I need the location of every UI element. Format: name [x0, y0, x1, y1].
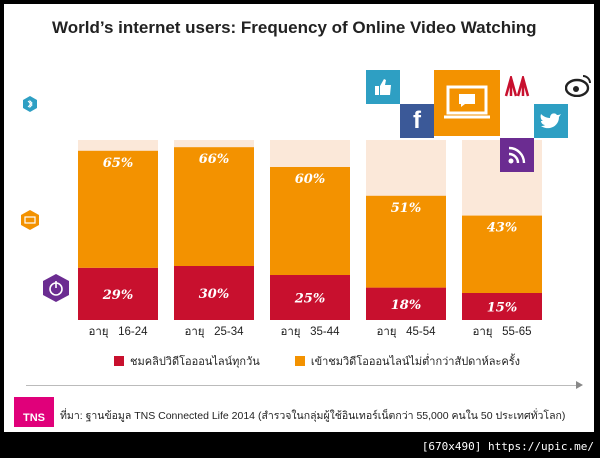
- bar-value-label: 25%: [294, 292, 325, 307]
- bar-value-label: 43%: [487, 221, 517, 236]
- category-label: อายุ 55-65: [472, 326, 531, 338]
- source-note: ที่มา: ฐานข้อมูล TNS Connected Life 2014…: [60, 410, 566, 422]
- monitor-icon: [20, 210, 40, 230]
- legend-label-daily: ชมคลิปวิดีโอออนไลน์ทุกวัน: [130, 356, 260, 368]
- bar-daily-segment: [270, 275, 350, 320]
- legend-item-weekly: เข้าชมวิดีโอออนไลน์ไม่ต่ำกว่าสัปดาห์ละคร…: [294, 352, 521, 370]
- upload-watermark: [670x490] https://upic.me/: [421, 440, 594, 453]
- legend-swatch-daily: [114, 356, 124, 366]
- image-frame: World’s internet users: Frequency of Onl…: [4, 4, 594, 432]
- legend-swatch-weekly: [294, 356, 305, 366]
- divider-arrowhead: [576, 381, 583, 389]
- category-label: อายุ 16-24: [88, 326, 148, 338]
- rss-icon: [500, 138, 534, 172]
- bar-value-label: 15%: [487, 301, 517, 316]
- bar-value-label: 66%: [199, 152, 229, 167]
- bar-daily-segment: [462, 293, 542, 320]
- bar-value-label: 18%: [391, 298, 421, 313]
- chart-title: World’s internet users: Frequency of Onl…: [52, 18, 537, 37]
- bar-weekly-segment: [174, 147, 254, 266]
- timeline-divider: [26, 385, 578, 386]
- bar-value-label: 60%: [295, 172, 325, 187]
- bar-daily-segment: [78, 267, 158, 320]
- chart-legend: ชมคลิปวิดีโอออนไลน์ทุกวัน เข้าชมวิดีโอออ…: [114, 352, 552, 370]
- category-label: อายุ 45-54: [376, 326, 436, 338]
- network-logo-icon: [500, 70, 534, 104]
- chart-panel: World’s internet users: Frequency of Onl…: [4, 4, 594, 432]
- power-icon: [42, 274, 70, 302]
- bar-value-label: 51%: [391, 201, 421, 216]
- bar-value-label: 29%: [102, 288, 133, 303]
- bar-weekly-segment: [462, 215, 542, 293]
- stacked-bar-chart: 29% 65% อายุ 16-24 30% 66% อายุ 25-34 25% 60% อา…: [78, 140, 542, 338]
- bar-daily-segment: [366, 287, 446, 320]
- twitter-icon: [534, 104, 568, 138]
- bar-value-label: 30%: [199, 287, 229, 302]
- bar-daily-segment: [174, 266, 254, 320]
- weibo-icon: [564, 70, 594, 100]
- video-screen-icon: [434, 70, 500, 136]
- bar-weekly-segment: [78, 150, 158, 268]
- legend-item-daily: ชมคลิปวิดีโอออนไลน์ทุกวัน: [114, 352, 260, 370]
- category-label: อายุ 35-44: [280, 326, 340, 338]
- thumbs-up-icon: [366, 70, 400, 104]
- facebook-icon: f: [400, 104, 434, 138]
- bar-weekly-segment: [366, 195, 446, 288]
- bar-value-label: 65%: [103, 156, 133, 171]
- tns-logo: TNS: [14, 397, 54, 427]
- bluetooth-icon: [22, 96, 38, 112]
- category-label: อายุ 25-34: [184, 326, 244, 338]
- legend-label-weekly: เข้าชมวิดีโอออนไลน์ไม่ต่ำกว่าสัปดาห์ละคร…: [310, 356, 521, 368]
- bar-weekly-segment: [270, 167, 350, 275]
